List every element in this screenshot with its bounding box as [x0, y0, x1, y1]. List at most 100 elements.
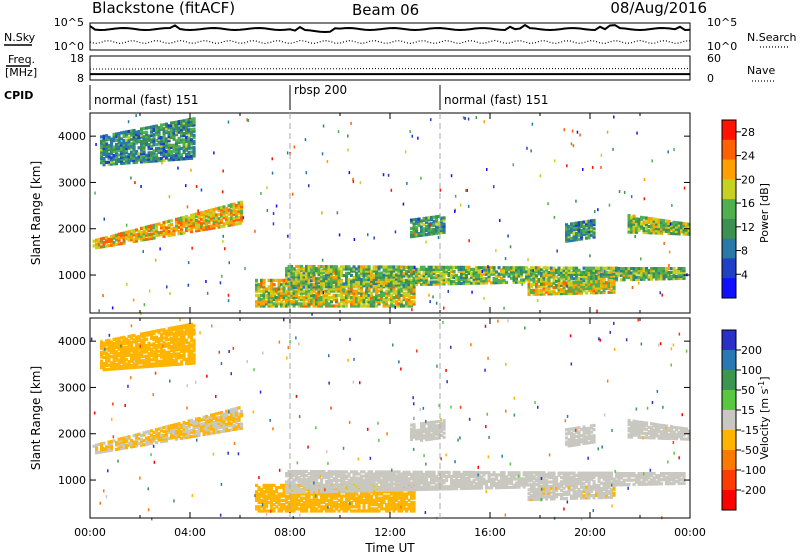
echo-cell — [412, 224, 416, 228]
echo-cell — [187, 349, 191, 353]
echo-cell — [175, 437, 179, 441]
echo-cell — [170, 219, 174, 223]
echo-cell — [550, 290, 554, 294]
echo-cell — [495, 274, 499, 278]
echo-cell — [430, 282, 434, 286]
echo-cell — [545, 282, 549, 286]
echo-cell — [297, 281, 301, 285]
echo-cell — [320, 289, 324, 293]
echo-cell — [170, 156, 174, 160]
echo-cell — [265, 295, 269, 300]
echo-cell — [672, 273, 676, 277]
echo-cell — [337, 304, 341, 308]
echo-cell — [115, 160, 119, 164]
echo-cell — [100, 363, 104, 368]
echo-cell — [315, 496, 319, 500]
echo-speckle — [402, 202, 405, 206]
echo-cell — [110, 239, 114, 243]
echo-cell — [452, 273, 456, 278]
echo-cell — [660, 267, 664, 271]
echo-speckle — [570, 142, 573, 146]
echo-cell — [202, 424, 206, 428]
echo-cell — [327, 269, 331, 273]
echo-cell — [340, 507, 344, 511]
echo-cell — [340, 291, 344, 295]
echo-cell — [335, 276, 339, 280]
echo-cell — [395, 267, 399, 271]
echo-cell — [185, 433, 189, 438]
echo-cell — [520, 268, 524, 272]
echo-cell — [477, 268, 481, 272]
echo-cell — [547, 275, 551, 279]
echo-cell — [322, 494, 326, 498]
echo-cell — [222, 412, 226, 416]
echo-speckle — [507, 234, 509, 238]
echo-cell — [462, 281, 466, 285]
echo-cell — [135, 149, 139, 154]
echo-cell — [485, 266, 489, 270]
echo-cell — [182, 334, 186, 338]
echo-cell — [100, 139, 104, 143]
echo-cell — [307, 488, 311, 492]
echo-speckle — [430, 271, 433, 275]
echo-cell — [145, 430, 149, 434]
echo-cell — [595, 284, 599, 288]
echo-cell — [182, 138, 186, 142]
echo-cell — [140, 441, 144, 445]
echo-cell — [392, 269, 396, 273]
echo-cell — [110, 158, 114, 162]
echo-cell — [320, 279, 324, 283]
echo-cell — [657, 269, 661, 273]
echo-cell — [152, 329, 156, 334]
echo-cell — [147, 145, 151, 149]
echo-speckle — [366, 286, 368, 290]
echo-cell — [580, 237, 584, 241]
echo-cell — [370, 275, 374, 279]
echo-cell — [582, 287, 586, 291]
echo-cell — [500, 268, 504, 272]
echo-cell — [157, 364, 161, 368]
echo-cell — [175, 147, 179, 151]
echo-cell — [147, 432, 151, 436]
echo-cell — [117, 362, 121, 366]
echo-cell — [210, 417, 214, 421]
echo-cell — [580, 220, 584, 225]
echo-cell — [190, 431, 194, 435]
echo-cell — [305, 505, 309, 509]
echo-cell — [117, 238, 121, 242]
echo-cell — [585, 266, 589, 270]
echo-cell — [195, 425, 199, 429]
echo-cell — [317, 304, 321, 308]
echo-speckle — [159, 247, 161, 251]
echo-cell — [337, 273, 341, 278]
echo-cell — [577, 225, 581, 229]
echo-cell — [175, 120, 179, 124]
echo-cell — [135, 232, 139, 236]
echo-cell — [107, 449, 111, 453]
echo-cell — [187, 216, 191, 220]
echo-cell — [262, 485, 266, 490]
echo-cell — [190, 361, 194, 365]
echo-cell — [140, 342, 144, 346]
echo-cell — [640, 275, 644, 279]
echo-cell — [302, 273, 306, 277]
echo-cell — [132, 353, 136, 357]
echo-cell — [610, 266, 614, 270]
echo-cell — [187, 132, 191, 136]
echo-cell — [112, 354, 116, 358]
echo-cell — [382, 273, 386, 277]
echo-cell — [470, 281, 474, 285]
echo-cell — [292, 275, 296, 279]
echo-cell — [472, 277, 476, 281]
echo-cell — [432, 230, 436, 234]
echo-cell — [415, 278, 419, 282]
echo-cell — [145, 333, 149, 337]
echo-cell — [100, 346, 104, 350]
echo-cell — [410, 287, 414, 291]
echo-cell — [592, 276, 596, 280]
echo-cell — [155, 364, 159, 368]
echo-cell — [655, 229, 659, 233]
echo-cell — [190, 123, 194, 127]
echo-cell — [145, 231, 149, 235]
echo-cell — [187, 333, 191, 337]
